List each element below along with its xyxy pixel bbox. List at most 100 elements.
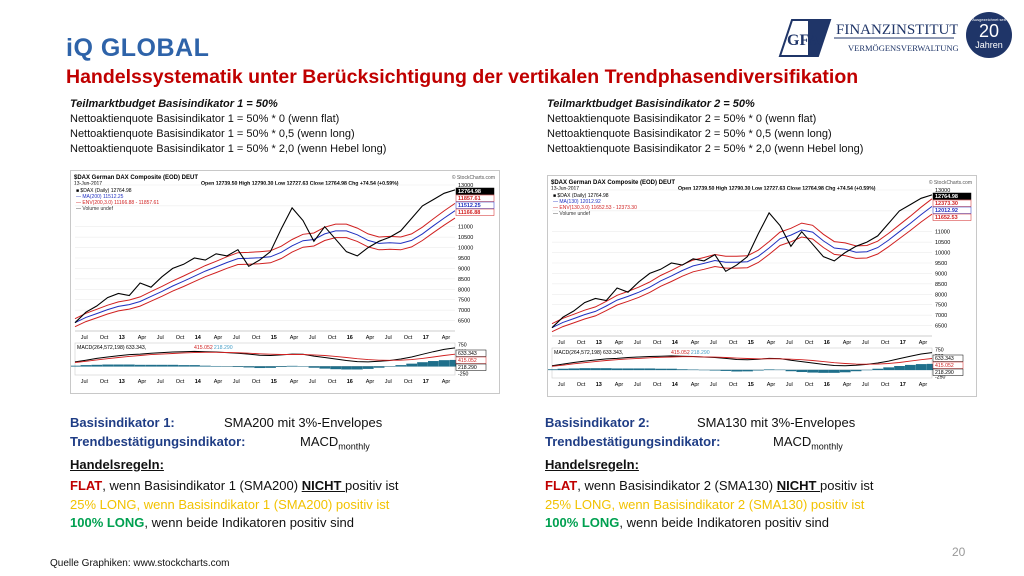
macd-histogram-bar bbox=[178, 365, 190, 367]
macd-histogram-bar bbox=[579, 368, 591, 371]
macd-histogram-bar bbox=[915, 364, 927, 371]
y-tick-label: 8000 bbox=[458, 287, 470, 293]
x-tick-label-bottom: Oct bbox=[577, 382, 586, 388]
macd-histogram-bar bbox=[319, 366, 331, 369]
macd-histogram-bar bbox=[601, 368, 612, 371]
left-rules-label: Handelsregeln: bbox=[70, 456, 164, 472]
price-label: 12764.98 bbox=[935, 194, 958, 200]
price-label-box bbox=[455, 194, 495, 202]
macd-value-box bbox=[932, 368, 964, 376]
left-rule-flat-b: positiv ist bbox=[345, 478, 399, 494]
x-tick-label-bottom: Apr bbox=[214, 379, 223, 385]
x-tick-label: Oct bbox=[404, 335, 413, 341]
x-tick-label-bottom: Jul bbox=[81, 379, 88, 385]
macd-histogram-bar bbox=[124, 364, 135, 367]
x-tick-label-bottom: Oct bbox=[729, 382, 738, 388]
macd-histogram-bar bbox=[362, 366, 374, 369]
envelope-lower bbox=[551, 213, 933, 333]
x-tick-label: Apr bbox=[691, 340, 700, 346]
x-tick-label-bottom: Oct bbox=[404, 379, 413, 385]
macd-tick-label: -250 bbox=[458, 372, 468, 378]
price-line bbox=[551, 194, 933, 329]
anniversary-badge: Ausgezeichnet seit 20 Jahren bbox=[966, 12, 1012, 58]
gfa-logo: GFA FINANZINSTITUT VERMÖGENSVERWALTUNG bbox=[778, 14, 959, 69]
macd-histogram-bar bbox=[807, 369, 819, 373]
x-tick-label-bottom: Jul bbox=[786, 382, 793, 388]
macd-histogram-bar bbox=[156, 364, 168, 367]
legend-entry: — Volume undef bbox=[553, 211, 591, 217]
x-tick-label-bottom: Jul bbox=[862, 382, 869, 388]
macd-histogram-bar bbox=[438, 360, 450, 367]
x-tick-label-bottom: Oct bbox=[881, 382, 890, 388]
right-chart: $DAX German DAX Composite (EOD) DEUT © St… bbox=[547, 175, 977, 397]
x-tick-label: Apr bbox=[442, 335, 451, 341]
badge-number: 20 bbox=[978, 21, 1000, 41]
moving-average-line bbox=[74, 210, 456, 324]
macd-histogram-bar bbox=[839, 369, 851, 373]
right-trend-value: MACD bbox=[773, 433, 812, 449]
right-rule-flat-a: , wenn Basisindikator 2 (SMA130) bbox=[577, 478, 777, 494]
x-tick-label: Apr bbox=[843, 340, 852, 346]
x-tick-label: Jul bbox=[862, 340, 869, 346]
x-tick-label-bottom: 15 bbox=[748, 382, 754, 388]
macd-histogram-bar bbox=[102, 364, 114, 367]
chart-date: 13-Jun-2017 bbox=[74, 181, 102, 187]
price-line bbox=[74, 189, 456, 324]
macd-histogram-bar bbox=[753, 369, 764, 371]
x-tick-label: Oct bbox=[653, 340, 662, 346]
right-rule-flat-b: positiv ist bbox=[820, 478, 874, 494]
chart-watermark: © StockCharts.com bbox=[452, 174, 495, 181]
y-tick-label: 10000 bbox=[458, 246, 473, 252]
logo-gfa-text: GFA bbox=[787, 32, 820, 49]
left-rule-25: 25% LONG, wenn Basisindikator 1 (SMA200)… bbox=[70, 496, 390, 512]
y-tick-label: 8500 bbox=[458, 277, 470, 283]
left-basis-value: SMA200 mit 3%-Envelopes bbox=[224, 415, 383, 430]
macd-histogram-bar bbox=[145, 364, 157, 367]
x-tick-label: Oct bbox=[881, 340, 890, 346]
x-tick-label-bottom: 14 bbox=[195, 379, 202, 385]
right-rules: Basisindikator 2: SMA130 mit 3%-Envelopes… bbox=[545, 414, 874, 533]
x-tick-label-bottom: Jul bbox=[157, 379, 164, 385]
y-tick-label: 9000 bbox=[935, 271, 947, 277]
envelope-lower bbox=[74, 217, 456, 328]
macd-histogram-bar bbox=[926, 363, 938, 371]
x-tick-label: Apr bbox=[138, 335, 147, 341]
logo-name: FINANZINSTITUT bbox=[836, 22, 958, 38]
macd-legend-signal: 415.052 bbox=[671, 350, 690, 356]
macd-histogram-bar bbox=[308, 366, 320, 368]
left-trend-value: MACD bbox=[300, 433, 339, 449]
x-tick-label: Jul bbox=[710, 340, 717, 346]
price-label: 11857.61 bbox=[458, 196, 481, 202]
x-tick-label-bottom: Apr bbox=[138, 379, 147, 385]
right-trend-sub: monthly bbox=[811, 441, 843, 452]
macd-histogram-bar bbox=[113, 364, 124, 367]
macd-histogram-bar bbox=[200, 365, 211, 367]
left-basis-label: Basisindikator 1: bbox=[70, 415, 175, 430]
macd-histogram-bar bbox=[210, 365, 222, 367]
macd-histogram-bar bbox=[243, 366, 255, 368]
macd-histogram-bar bbox=[548, 369, 558, 371]
right-budget-line: Nettoaktienquote Basisindikator 2 = 50% … bbox=[547, 143, 864, 155]
x-tick-label: 14 bbox=[672, 340, 679, 346]
price-label-box bbox=[455, 187, 495, 195]
chart-ohlc: Open 12739.50 High 12790.30 Low 12727.63… bbox=[201, 181, 399, 187]
x-tick-label: Jul bbox=[81, 335, 88, 341]
y-tick-label: 13000 bbox=[458, 183, 473, 189]
x-tick-label-bottom: Apr bbox=[843, 382, 852, 388]
x-tick-label-bottom: Oct bbox=[176, 379, 185, 385]
right-chart-svg: $DAX German DAX Composite (EOD) DEUT © St… bbox=[548, 179, 972, 388]
x-tick-label: Oct bbox=[176, 335, 185, 341]
x-tick-label: Apr bbox=[366, 335, 375, 341]
macd-legend-hist: , 218.290 bbox=[211, 345, 233, 351]
macd-legend-signal: 415.052 bbox=[194, 345, 213, 351]
right-basis-label: Basisindikator 2: bbox=[545, 415, 650, 430]
x-tick-label-bottom: Jul bbox=[558, 382, 565, 388]
macd-histogram-bar bbox=[622, 368, 634, 371]
logo-tagline: VERMÖGENSVERWALTUNG bbox=[848, 43, 958, 53]
macd-value-label: 633.343 bbox=[935, 356, 954, 362]
x-tick-label-bottom: 16 bbox=[347, 379, 353, 385]
x-tick-label-bottom: Jul bbox=[233, 379, 240, 385]
y-tick-label: 6500 bbox=[458, 319, 470, 325]
macd-frame bbox=[74, 342, 456, 376]
x-tick-label-bottom: 15 bbox=[271, 379, 277, 385]
